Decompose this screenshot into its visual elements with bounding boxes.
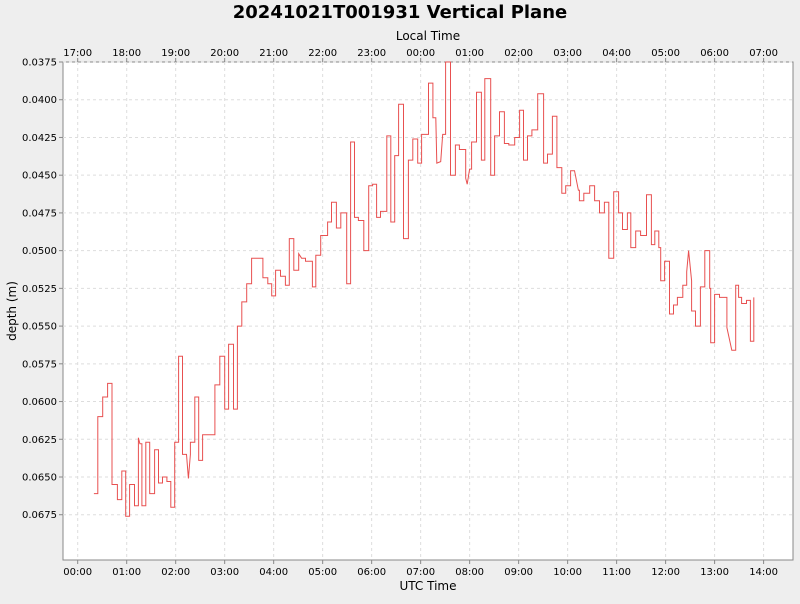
top-tick-label: 03:00 xyxy=(553,48,582,59)
top-tick-label: 07:00 xyxy=(749,48,778,59)
series-layer xyxy=(93,61,755,517)
axis-ticks: 00:00 17:00 01:00 18:00 02:00 19:00 03:00 20:00… xyxy=(22,48,778,578)
x-tick-label: 00:00 xyxy=(63,567,92,578)
chart-title: 20241021T001931 Vertical Plane xyxy=(233,2,567,23)
y-tick-label: 0.0675 xyxy=(22,510,57,521)
x-tick-label: 10:00 xyxy=(553,567,582,578)
depth-series-line xyxy=(93,61,755,517)
y-tick-label: 0.0400 xyxy=(22,95,57,106)
y-tick-label: 0.0575 xyxy=(22,359,57,370)
x-tick-label: 04:00 xyxy=(259,567,288,578)
top-tick-label: 17:00 xyxy=(63,48,92,59)
top-tick-label: 20:00 xyxy=(210,48,239,59)
top-tick-label: 00:00 xyxy=(406,48,435,59)
x-tick-label: 12:00 xyxy=(651,567,680,578)
x-tick-label: 02:00 xyxy=(161,567,190,578)
x-tick-label: 09:00 xyxy=(504,567,533,578)
top-tick-label: 01:00 xyxy=(455,48,484,59)
y-axis-label: depth (m) xyxy=(5,281,19,341)
top-tick-label: 21:00 xyxy=(259,48,288,59)
y-tick-label: 0.0375 xyxy=(22,58,57,69)
top-tick-label: 19:00 xyxy=(161,48,190,59)
x-axis-label: UTC Time xyxy=(400,579,457,593)
y-tick-label: 0.0600 xyxy=(22,397,57,408)
top-tick-label: 02:00 xyxy=(504,48,533,59)
x-tick-label: 08:00 xyxy=(455,567,484,578)
y-tick-label: 0.0475 xyxy=(22,208,57,219)
x-tick-label: 06:00 xyxy=(357,567,386,578)
x-tick-label: 03:00 xyxy=(210,567,239,578)
x-tick-label: 14:00 xyxy=(749,567,778,578)
x-tick-label: 07:00 xyxy=(406,567,435,578)
top-tick-label: 05:00 xyxy=(651,48,680,59)
x-tick-label: 11:00 xyxy=(602,567,631,578)
top-tick-label: 06:00 xyxy=(700,48,729,59)
y-tick-label: 0.0500 xyxy=(22,246,57,257)
y-tick-label: 0.0450 xyxy=(22,171,57,182)
y-tick-label: 0.0625 xyxy=(22,435,57,446)
top-tick-label: 23:00 xyxy=(357,48,386,59)
x-tick-label: 05:00 xyxy=(308,567,337,578)
y-tick-label: 0.0525 xyxy=(22,284,57,295)
plot-area xyxy=(62,61,794,561)
y-tick-label: 0.0550 xyxy=(22,322,57,333)
top-tick-label: 04:00 xyxy=(602,48,631,59)
x-tick-label: 13:00 xyxy=(700,567,729,578)
top-tick-label: 18:00 xyxy=(112,48,141,59)
grid xyxy=(63,61,793,560)
x-tick-label: 01:00 xyxy=(112,567,141,578)
y-tick-label: 0.0425 xyxy=(22,133,57,144)
top-tick-label: 22:00 xyxy=(308,48,337,59)
top-axis-label: Local Time xyxy=(396,29,460,43)
y-tick-label: 0.0650 xyxy=(22,473,57,484)
